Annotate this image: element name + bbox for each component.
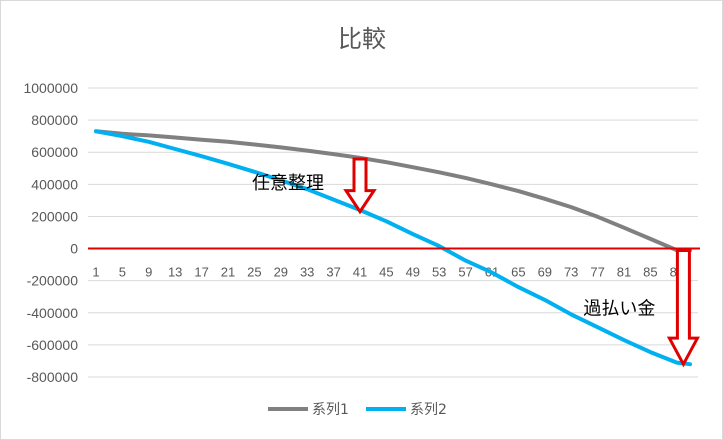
series-line-1 xyxy=(94,129,692,253)
legend-label: 系列2 xyxy=(410,402,447,418)
x-tick-label: 41 xyxy=(353,265,367,280)
x-tick-label: 9 xyxy=(145,265,152,280)
annotation-label: 過払い金 xyxy=(583,299,655,320)
x-tick-label: 45 xyxy=(379,265,393,280)
x-tick-label: 29 xyxy=(274,265,288,280)
y-tick-label: 0 xyxy=(70,241,78,257)
y-tick-label: -200000 xyxy=(27,273,79,289)
annotation-label: 任意整理 xyxy=(252,173,324,194)
y-tick-label: -800000 xyxy=(27,369,79,385)
x-tick-label: 77 xyxy=(590,265,604,280)
y-tick-label: -600000 xyxy=(27,337,79,353)
x-tick-label: 85 xyxy=(643,265,657,280)
x-tick-label: 21 xyxy=(221,265,235,280)
x-tick-label: 81 xyxy=(617,265,631,280)
legend: 系列1 系列2 xyxy=(268,402,447,418)
x-tick-label: 69 xyxy=(538,265,552,280)
y-tick-label: 600000 xyxy=(31,144,78,160)
series-line-2 xyxy=(94,129,692,367)
x-axis-ticks: 1 5 9 13 17 21 25 29 33 37 41 45 49 53 57 61 65 69 73 77 81 8… xyxy=(92,265,684,280)
x-tick-label: 13 xyxy=(168,265,182,280)
y-tick-label: 1000000 xyxy=(23,80,78,96)
x-tick-label: 25 xyxy=(247,265,261,280)
x-tick-label: 73 xyxy=(564,265,578,280)
x-tick-label: 17 xyxy=(194,265,208,280)
x-tick-label: 33 xyxy=(300,265,314,280)
y-tick-label: 400000 xyxy=(31,176,78,192)
chart-title: 比較 xyxy=(338,25,386,53)
y-tick-label: 800000 xyxy=(31,112,78,128)
y-tick-label: -400000 xyxy=(27,305,79,321)
legend-label: 系列1 xyxy=(312,402,349,418)
gridlines xyxy=(88,87,698,378)
y-tick-label: 200000 xyxy=(31,208,78,224)
x-tick-label: 65 xyxy=(511,265,525,280)
y-axis-ticks: 1000000 800000 600000 400000 200000 0 -200000 -… xyxy=(23,80,78,385)
x-tick-label: 5 xyxy=(119,265,126,280)
x-tick-label: 53 xyxy=(432,265,446,280)
x-tick-label: 37 xyxy=(326,265,340,280)
down-arrow-icon xyxy=(666,249,700,368)
x-tick-label: 57 xyxy=(458,265,472,280)
x-tick-label: 49 xyxy=(406,265,420,280)
series-lines xyxy=(94,129,692,367)
down-arrow-icon xyxy=(343,157,377,215)
x-tick-label: 1 xyxy=(92,265,99,280)
